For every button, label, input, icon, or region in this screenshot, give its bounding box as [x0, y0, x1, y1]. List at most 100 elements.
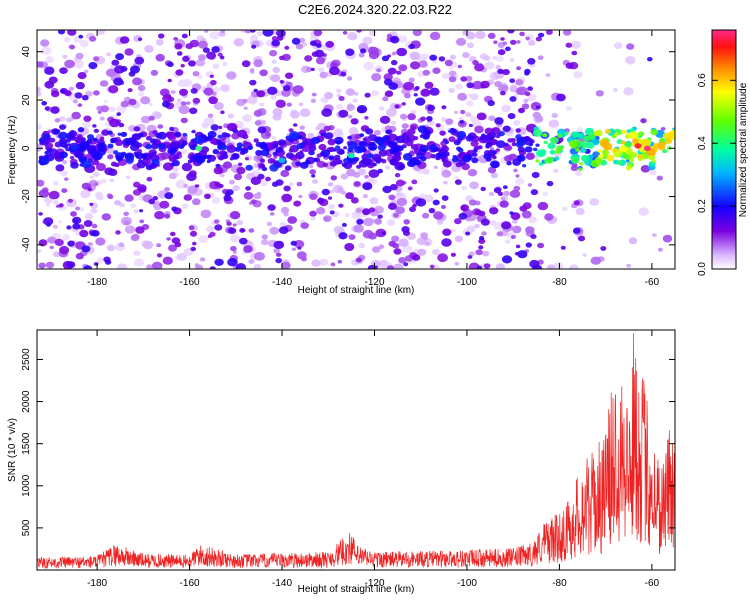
- spectrogram-dot: [457, 64, 462, 69]
- spectrogram-dot: [74, 92, 83, 99]
- spectrogram-dot: [341, 222, 347, 227]
- spectrogram-dot: [395, 206, 405, 215]
- spectrogram-dot: [515, 177, 525, 185]
- spectrogram-dot: [259, 102, 265, 107]
- spectrogram-dot: [626, 263, 632, 268]
- spectrogram-dot: [479, 236, 485, 241]
- spectrogram-dot: [176, 98, 182, 103]
- spectrogram-dot: [313, 157, 318, 162]
- spectrogram-dot: [269, 164, 279, 172]
- spectrogram-dot: [106, 244, 116, 252]
- spectrogram-dot: [104, 259, 112, 265]
- spectrogram-dot: [468, 251, 475, 257]
- spectrogram-dot: [272, 181, 279, 187]
- spectrogram-dot: [61, 188, 68, 194]
- spectrogram-dot: [532, 147, 538, 152]
- spectrogram-dot: [113, 77, 124, 86]
- spectrogram-dot: [115, 53, 124, 61]
- spectrogram-dot: [346, 104, 355, 111]
- spectrogram-dot: [664, 138, 673, 144]
- spectrogram-dot: [312, 179, 318, 184]
- spectrogram-dot: [158, 33, 165, 39]
- spectrogram-dot: [420, 116, 426, 122]
- spectrogram-dot: [430, 154, 437, 159]
- spectrogram-dot: [484, 61, 495, 70]
- spectrogram-dot: [300, 222, 310, 230]
- spectrogram-dot: [93, 262, 99, 266]
- spectrogram-dot: [99, 80, 109, 87]
- spectrogram-dot: [180, 148, 188, 155]
- spectrogram-dot: [87, 187, 93, 192]
- spectrogram-dot: [479, 136, 485, 141]
- spectrogram-dot: [347, 141, 358, 149]
- snr-x-ticks: -180 -160 -140 -120 -100 -80 -60: [87, 330, 660, 589]
- spectrogram-dot: [197, 74, 203, 79]
- spectrogram-dot: [410, 144, 419, 150]
- spectrogram-dot: [253, 264, 262, 269]
- spectrogram-dot: [480, 218, 490, 226]
- spectrogram-dot: [515, 79, 524, 86]
- spectrogram-dot: [396, 197, 408, 207]
- spectrogram-dot: [474, 223, 480, 229]
- spectrogram-dot: [457, 147, 464, 153]
- spectrogram-dot: [249, 30, 256, 33]
- spectrogram-dot: [218, 125, 223, 130]
- spectrogram-dot: [257, 126, 267, 134]
- spectrogram-dot: [537, 201, 549, 211]
- spectrogram-dot: [67, 143, 72, 147]
- spectrogram-dot: [279, 221, 287, 228]
- spectrogram-dot: [435, 123, 441, 128]
- spectrogram-dot: [310, 67, 315, 71]
- spectrogram-dot: [93, 171, 100, 177]
- spectrogram-dot: [233, 173, 243, 181]
- spectrogram-dot: [398, 257, 407, 264]
- spectrogram-dot: [489, 207, 499, 215]
- spectrogram-dot: [88, 62, 98, 70]
- spectrogram-dot: [361, 153, 369, 160]
- spectrogram-dot: [498, 131, 505, 137]
- spectrogram-dot: [376, 68, 382, 73]
- spectrogram-dot: [133, 250, 141, 256]
- spectrogram-dot: [157, 124, 164, 129]
- spectrogram-xtick-label: -140: [272, 277, 292, 288]
- spectrogram-dot: [516, 66, 522, 71]
- spectrogram-dot: [483, 263, 491, 269]
- spectrogram-dot: [371, 153, 382, 162]
- spectrogram-dot: [311, 174, 316, 178]
- spectrogram-dot: [137, 132, 144, 138]
- spectrogram-dot: [204, 30, 209, 33]
- spectrogram-dot: [259, 69, 268, 77]
- spectrogram-dot: [346, 168, 356, 177]
- spectrogram-dot: [453, 139, 461, 146]
- spectrogram-dot: [241, 148, 249, 154]
- spectrogram-dot: [364, 92, 371, 98]
- spectrogram-dot: [297, 246, 302, 250]
- spectrogram-dot: [75, 206, 81, 211]
- spectrogram-dot: [466, 42, 474, 49]
- spectrogram-dot: [96, 257, 105, 264]
- spectrogram-dot: [429, 264, 435, 269]
- spectrogram-dot: [198, 54, 206, 61]
- spectrogram-dot: [358, 42, 369, 52]
- spectrogram-dot: [470, 93, 479, 101]
- spectrogram-dot: [411, 179, 418, 185]
- spectrogram-dot: [136, 161, 146, 169]
- spectrogram-dot: [320, 132, 326, 137]
- spectrogram-dot: [448, 70, 457, 77]
- spectrogram-dot: [37, 249, 42, 253]
- spectrogram-dot: [575, 170, 582, 176]
- spectrogram-dot: [174, 43, 183, 50]
- spectrogram-dot: [355, 207, 362, 213]
- spectrogram-dot: [573, 71, 583, 79]
- spectrogram-dot: [132, 77, 143, 86]
- spectrogram-dot: [625, 166, 632, 171]
- spectrogram-dot: [148, 115, 155, 121]
- spectrogram-dot: [496, 231, 504, 237]
- spectrogram-dot: [293, 123, 298, 127]
- spectrogram-dot: [641, 153, 649, 160]
- spectrogram-dot: [276, 252, 282, 257]
- spectrogram-dot: [248, 259, 255, 264]
- spectrogram-dot: [44, 106, 50, 111]
- spectrogram-dot: [582, 253, 587, 257]
- spectrogram-dot: [346, 76, 353, 81]
